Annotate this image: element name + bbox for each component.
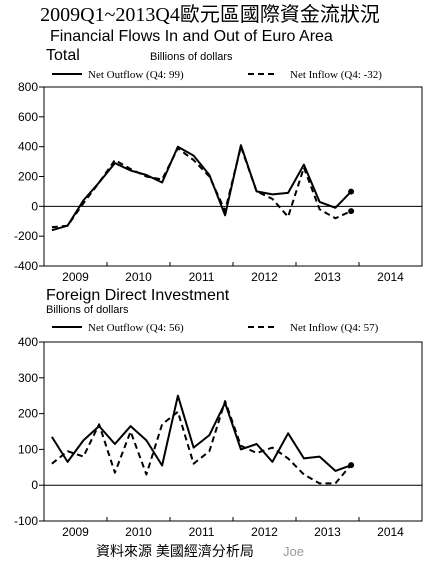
x-tick-label: 2009 — [62, 270, 89, 284]
y-tick-label: 400 — [18, 140, 38, 154]
y-tick-label: 300 — [18, 371, 38, 385]
series-line-outflow — [51, 394, 352, 472]
y-tick-label: 100 — [18, 442, 38, 456]
y-tick-label: 600 — [18, 110, 38, 124]
x-tick-label: 2013 — [314, 270, 341, 284]
x-tick-label: 2012 — [251, 525, 278, 539]
x-tick-label: 2014 — [377, 525, 404, 539]
x-tick-label: 2010 — [125, 270, 152, 284]
series-line-outflow — [51, 144, 352, 232]
legend-label: Net Inflow (Q4: 57) — [290, 322, 379, 334]
x-tick-label: 2013 — [314, 525, 341, 539]
page-title: 2009Q1~2013Q4歐元區國際資金流狀況 — [40, 3, 380, 26]
legend-label: Net Outflow (Q4: 56) — [88, 322, 184, 334]
author-credit: Joe — [283, 544, 304, 559]
x-tick-label: 2014 — [377, 270, 404, 284]
y-tick-label: -200 — [14, 229, 38, 243]
page-subtitle: Financial Flows In and Out of Euro Area — [50, 28, 333, 45]
y-tick-label: 800 — [18, 80, 38, 94]
panel-title: Foreign Direct Investment — [46, 287, 230, 304]
endpoint-marker-outflow — [348, 188, 355, 195]
legend-label: Net Outflow (Q4: 99) — [88, 69, 184, 81]
y-tick-label: -100 — [14, 514, 38, 528]
total-flows-panel: Total Billions of dollars -400 -200 0 200 400 6… — [14, 47, 423, 284]
unit-label: Billions of dollars — [46, 304, 129, 316]
series-line-inflow — [51, 400, 352, 485]
series-line-inflow — [51, 145, 352, 229]
x-tick-label: 2012 — [251, 270, 278, 284]
unit-label: Billions of dollars — [150, 51, 233, 63]
x-tick-label: 2010 — [125, 525, 152, 539]
x-tick-label: 2011 — [189, 270, 215, 284]
legend-label: Net Inflow (Q4: -32) — [290, 69, 382, 81]
y-tick-label: 400 — [18, 335, 38, 349]
x-tick-label: 2009 — [62, 525, 89, 539]
y-tick-label: 0 — [31, 478, 38, 492]
y-tick-label: 200 — [18, 170, 38, 184]
panel-title: Total — [46, 47, 80, 64]
endpoint-marker-inflow — [348, 208, 355, 215]
y-tick-label: -400 — [14, 259, 38, 273]
source-note: 資料來源 美國經濟分析局 — [96, 543, 254, 559]
y-tick-label: 200 — [18, 407, 38, 421]
y-tick-label: 0 — [31, 199, 38, 213]
x-tick-label: 2011 — [189, 525, 215, 539]
